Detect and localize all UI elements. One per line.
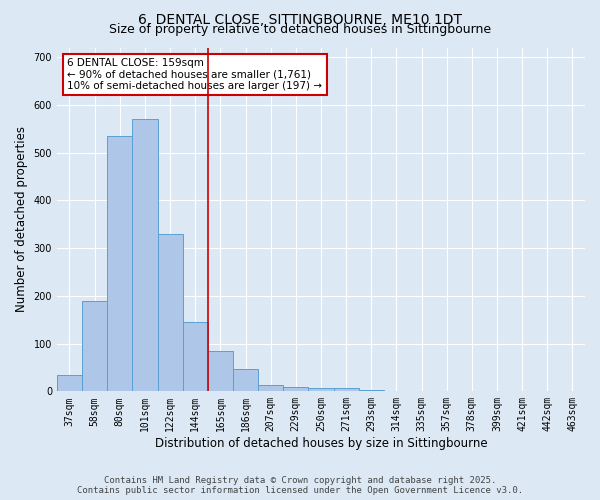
Bar	[359, 390, 384, 392]
Bar	[208, 350, 233, 392]
Bar	[133, 119, 158, 392]
Text: Size of property relative to detached houses in Sittingbourne: Size of property relative to detached ho…	[109, 22, 491, 36]
Bar	[107, 136, 133, 392]
Bar	[258, 385, 283, 392]
Bar	[233, 369, 258, 392]
Bar	[182, 322, 208, 392]
Bar	[308, 388, 334, 392]
Bar	[334, 388, 359, 392]
Bar	[57, 374, 82, 392]
Bar	[82, 300, 107, 392]
Bar	[158, 234, 182, 392]
Y-axis label: Number of detached properties: Number of detached properties	[15, 126, 28, 312]
Text: Contains HM Land Registry data © Crown copyright and database right 2025.
Contai: Contains HM Land Registry data © Crown c…	[77, 476, 523, 495]
Bar	[283, 386, 308, 392]
Text: 6 DENTAL CLOSE: 159sqm
← 90% of detached houses are smaller (1,761)
10% of semi-: 6 DENTAL CLOSE: 159sqm ← 90% of detached…	[67, 58, 322, 91]
X-axis label: Distribution of detached houses by size in Sittingbourne: Distribution of detached houses by size …	[155, 437, 487, 450]
Text: 6, DENTAL CLOSE, SITTINGBOURNE, ME10 1DT: 6, DENTAL CLOSE, SITTINGBOURNE, ME10 1DT	[138, 12, 462, 26]
